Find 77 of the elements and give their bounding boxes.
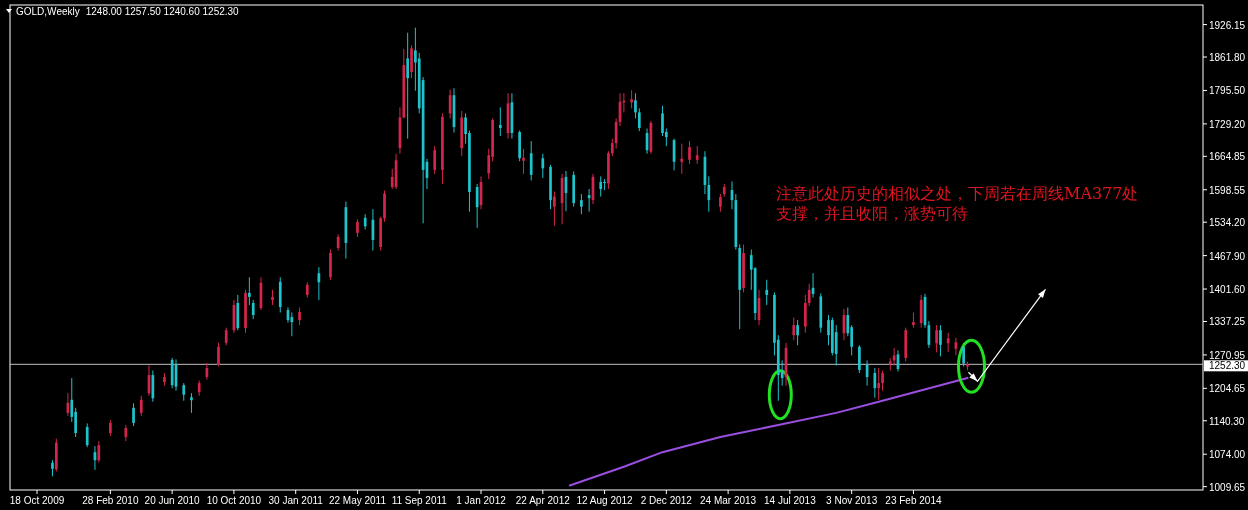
candlestick [251,299,255,320]
x-tick-label: 12 Aug 2012 [576,495,634,506]
candlestick [406,32,410,140]
candlestick [190,392,193,414]
y-tick-label: 1664.85 [1209,151,1246,163]
candlestick [475,183,479,229]
y-tick-label: 1140.30 [1209,415,1245,427]
x-tick-label: 24 Mar 2013 [700,495,757,506]
candlestick [599,175,603,198]
y-tick-label: 1467.90 [1209,250,1246,262]
candlestick [877,367,881,401]
x-tick-label: 20 Jun 2010 [144,495,201,506]
y-tick-label: 1270.95 [1209,349,1246,361]
annotation: 支撑，并且收阳，涨势可待 [776,204,968,223]
candlestick [433,145,437,175]
ref-line-label: 1252.30 [1209,360,1246,372]
x-tick-label: 28 Feb 2010 [82,495,139,506]
chart-subtitle: 1248.00 1257.50 1240.60 1252.30 [85,6,240,17]
candlestick [132,402,135,427]
candlestick [603,178,606,191]
candlestick [139,395,143,417]
candlestick [680,143,684,175]
candlestick [553,191,556,227]
x-tick-label: 23 Feb 2014 [885,495,942,506]
candlestick [807,283,811,307]
candlestick [410,44,413,79]
candlestick [151,370,155,403]
x-tick-label: 3 Nov 2013 [826,495,878,506]
candlestick [217,342,220,367]
candlestick [873,367,877,399]
y-tick-label: 1598.55 [1209,184,1246,196]
x-tick-label: 2 Dec 2012 [640,495,693,506]
x-tick-label: 18 Oct 2009 [9,495,65,506]
candlestick [248,276,251,306]
y-tick-label: 1795.50 [1209,85,1246,97]
candlestick [935,324,938,353]
candlestick [637,107,641,132]
candlestick [580,193,583,215]
candlestick [939,324,942,357]
y-tick-label: 1009.65 [1209,481,1246,493]
candlestick [97,440,101,463]
y-tick-label: 1534.20 [1209,217,1246,229]
annotation: 注意此处历史的相似之处，下周若在周线MA377处 [776,184,1139,203]
candlestick [688,140,691,165]
x-tick-label: 22 May 2011 [328,495,387,506]
x-tick-label: 1 Jan 2012 [456,495,507,506]
y-tick-label: 1729.20 [1209,118,1246,130]
candlestick [962,342,965,367]
candlestick [834,324,838,366]
candlestick [634,92,637,119]
candlestick [792,317,796,341]
candlestick [529,140,533,181]
y-tick-label: 1204.65 [1209,383,1246,395]
x-tick-label: 22 Apr 2012 [515,495,571,506]
x-tick-label: 30 Jan 2011 [268,495,324,506]
candlestick [919,294,923,329]
candlestick [541,153,545,179]
y-tick-label: 1337.25 [1209,316,1246,328]
x-tick-label: 11 Sep 2011 [391,495,448,506]
candlestick [498,106,502,137]
candlestick [661,105,664,137]
x-tick-label: 10 Oct 2010 [206,495,262,506]
x-tick-label: 14 Jul 2013 [764,495,817,506]
candlestick [765,279,769,306]
chart-title: GOLD,Weekly [16,6,80,17]
y-tick-label: 1926.15 [1209,19,1246,31]
candlestick [85,422,89,448]
candlestick [858,344,861,374]
candlestick [946,332,950,353]
candlestick [796,319,799,346]
candlestick [522,148,525,175]
y-tick-label: 1861.80 [1209,52,1246,64]
candlestick [803,294,807,334]
y-tick-label: 1401.60 [1209,284,1246,296]
candlestick [881,370,884,392]
candlestick [630,89,633,109]
y-tick-label: 1074.00 [1209,449,1246,461]
